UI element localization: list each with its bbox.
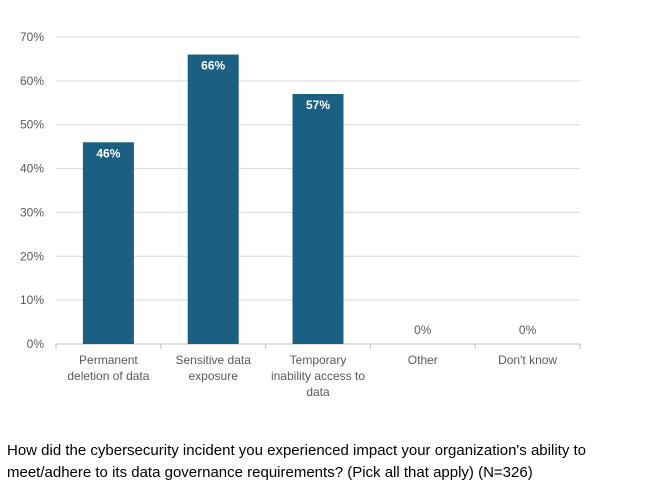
category-label: exposure [189,369,239,383]
category-label: inability access to [271,369,365,383]
y-tick-label: 50% [20,118,44,132]
category-label: Don't know [498,353,557,367]
data-labels: 46% 66% 57% 0% 0% [96,59,536,337]
bar [292,94,344,344]
category-label: Other [408,353,438,367]
y-tick-label: 20% [20,249,44,263]
category-label: Temporary [290,353,347,367]
bar-chart: 0% 10% 20% 30% 40% 50% 60% 70% 46% 66% 57% 0% 0% Pe… [20,30,581,399]
y-tick-label: 60% [20,74,44,88]
data-label: 0% [414,323,432,337]
y-tick-label: 10% [20,293,44,307]
category-label: data [306,385,330,399]
y-tick-label: 0% [27,337,45,351]
y-tick-label: 30% [20,205,44,219]
y-axis-ticks: 0% 10% 20% 30% 40% 50% 60% 70% [20,30,44,351]
category-label: Sensitive data [176,353,252,367]
y-tick-label: 40% [20,162,44,176]
chart-caption: How did the cybersecurity incident you e… [7,442,586,481]
data-label: 66% [201,59,225,73]
y-tick-label: 70% [20,30,44,44]
bars [82,54,344,345]
category-label: deletion of data [67,369,149,383]
bar [187,54,239,345]
bar [82,142,134,344]
x-axis-categories: Permanent deletion of data Sensitive data e… [55,344,581,399]
category-label: Permanent [79,353,138,367]
data-label: 46% [96,146,120,160]
data-label: 0% [519,323,537,337]
data-label: 57% [306,98,330,112]
